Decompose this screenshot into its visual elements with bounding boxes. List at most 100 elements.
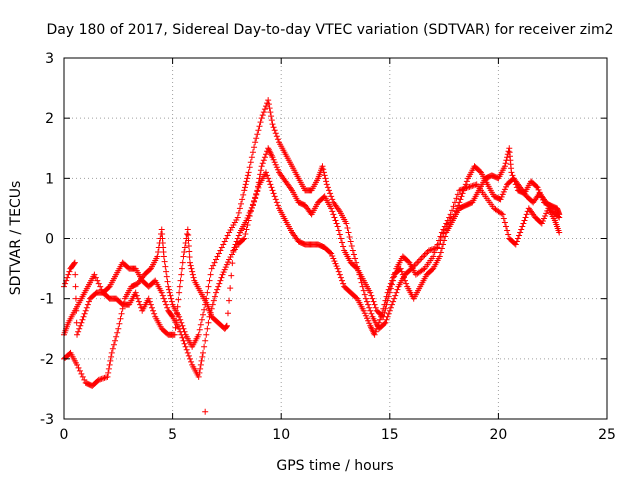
data-point-marker	[184, 226, 191, 233]
data-point-marker	[79, 316, 86, 323]
data-point-marker	[247, 159, 254, 166]
data-point-marker	[443, 220, 450, 227]
data-point-marker	[374, 322, 381, 329]
data-point-marker	[115, 325, 122, 332]
data-point-marker	[92, 274, 99, 281]
data-point-marker	[503, 223, 510, 230]
data-point-marker	[228, 272, 235, 279]
data-point-marker	[78, 370, 85, 377]
data-point-marker	[205, 283, 212, 290]
data-point-marker	[112, 337, 119, 344]
data-point-marker	[74, 361, 81, 368]
data-point-marker	[255, 127, 262, 134]
data-point-marker	[442, 233, 449, 240]
data-point-marker	[267, 181, 274, 188]
data-point-marker	[440, 241, 447, 248]
data-point-marker	[168, 298, 175, 305]
data-point-marker	[184, 230, 191, 237]
data-point-marker	[334, 265, 341, 272]
data-point-marker	[438, 245, 445, 252]
data-point-marker	[238, 200, 245, 207]
data-point-marker	[352, 255, 359, 262]
data-point-marker	[198, 357, 205, 364]
data-point-marker	[148, 304, 155, 311]
data-point-marker	[428, 246, 435, 253]
data-point-marker	[453, 195, 460, 202]
data-point-marker	[353, 264, 360, 271]
data-point-marker	[264, 172, 271, 179]
data-point-marker	[268, 184, 275, 191]
data-point-marker	[186, 248, 193, 255]
data-point-marker	[216, 280, 223, 287]
data-point-marker	[538, 220, 545, 227]
data-point-marker	[520, 220, 527, 227]
data-point-marker	[397, 265, 404, 272]
data-point-marker	[323, 178, 330, 185]
data-point-marker	[430, 246, 437, 253]
data-point-marker	[218, 274, 225, 281]
data-point-marker	[221, 238, 228, 245]
data-point-marker	[184, 349, 191, 356]
data-point-marker	[537, 191, 544, 198]
data-point-marker	[176, 313, 183, 320]
data-point-marker	[370, 298, 377, 305]
data-point-marker	[541, 215, 548, 222]
data-point-marker	[200, 349, 207, 356]
data-point-marker	[539, 196, 546, 203]
data-point-marker	[185, 352, 192, 359]
data-point-marker	[504, 154, 511, 161]
data-point-marker	[179, 259, 186, 266]
data-point-marker	[134, 295, 141, 302]
data-point-marker	[181, 340, 188, 347]
data-point-marker	[508, 169, 515, 176]
data-point-marker	[261, 154, 268, 161]
data-point-marker	[513, 238, 520, 245]
data-point-marker	[116, 320, 123, 327]
data-point-marker	[173, 310, 180, 317]
data-point-marker	[272, 130, 279, 137]
data-point-marker	[226, 297, 233, 304]
data-point-marker	[464, 184, 471, 191]
data-point-marker	[160, 295, 167, 302]
data-point-marker	[209, 301, 216, 308]
data-point-marker	[502, 160, 509, 167]
data-point-marker	[133, 292, 140, 299]
data-point-marker	[137, 301, 144, 308]
data-point-marker	[265, 101, 272, 108]
data-point-marker	[539, 217, 546, 224]
data-point-marker	[177, 277, 184, 284]
data-point-marker	[430, 253, 437, 260]
data-point-marker	[511, 178, 518, 185]
data-point-marker	[258, 115, 265, 122]
data-point-marker	[500, 188, 507, 195]
data-point-marker	[165, 283, 172, 290]
data-point-marker	[399, 271, 406, 278]
data-point-marker	[98, 375, 105, 382]
data-point-marker	[233, 216, 240, 223]
data-point-marker	[329, 208, 336, 215]
data-point-marker	[231, 244, 238, 251]
data-point-marker	[173, 317, 180, 324]
data-point-marker	[460, 185, 467, 192]
data-point-marker	[440, 226, 447, 233]
data-point-marker	[260, 109, 267, 116]
data-point-marker	[241, 187, 248, 194]
data-point-marker	[457, 196, 464, 203]
y-tick-label: 2	[45, 111, 54, 127]
data-point-marker	[178, 331, 185, 338]
data-point-marker	[95, 376, 102, 383]
data-point-marker	[434, 241, 441, 248]
data-point-marker	[427, 247, 434, 254]
data-point-marker	[105, 365, 112, 372]
data-point-marker	[334, 223, 341, 230]
data-point-marker	[386, 307, 393, 314]
data-point-marker	[257, 119, 264, 126]
data-point-marker	[74, 331, 81, 338]
data-point-marker	[82, 307, 89, 314]
data-point-marker	[330, 211, 337, 218]
data-point-marker	[146, 298, 153, 305]
data-point-marker	[71, 260, 78, 267]
data-point-marker	[498, 210, 505, 217]
data-point-marker	[147, 301, 154, 308]
data-point-marker	[262, 151, 269, 158]
